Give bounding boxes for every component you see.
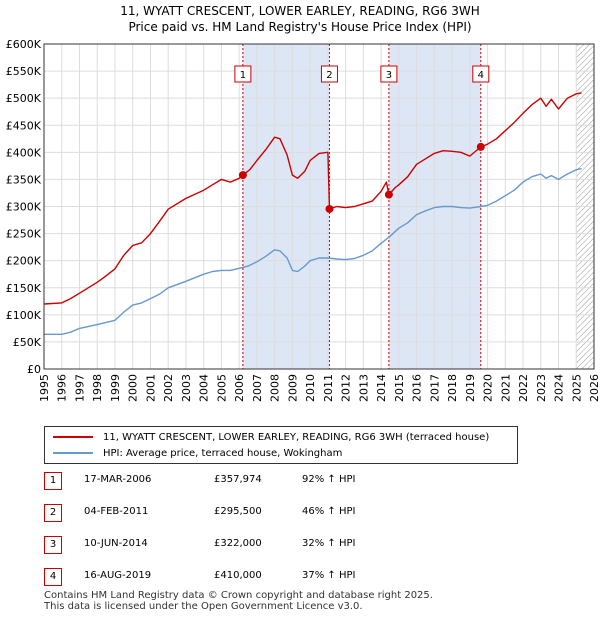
sale-row: 2 04-FEB-2011 £295,500 46% ↑ HPI — [40, 504, 560, 524]
y-tick-label: £150K — [6, 282, 42, 295]
x-tick-label: 2012 — [340, 374, 353, 402]
y-tick-label: £50K — [13, 336, 42, 349]
sale-number-badge: 3 — [44, 536, 62, 554]
x-tick-label: 2026 — [588, 374, 600, 402]
sale-row: 1 17-MAR-2006 £357,974 92% ↑ HPI — [40, 472, 560, 492]
sale-price: £410,000 — [214, 570, 262, 581]
legend-swatch-hpi — [53, 452, 93, 454]
hpi-line — [44, 167, 582, 335]
x-tick-label: 2010 — [304, 374, 317, 402]
footer-attribution: Contains HM Land Registry data © Crown c… — [44, 590, 433, 612]
x-tick-label: 1999 — [109, 374, 122, 402]
y-tick-label: £300K — [6, 201, 42, 214]
x-tick-label: 2008 — [269, 374, 282, 402]
x-tick-label: 2017 — [428, 374, 441, 402]
legend-swatch-property — [53, 436, 93, 438]
sale-price: £322,000 — [214, 538, 262, 549]
x-tick-label: 2022 — [517, 374, 530, 402]
x-tick-label: 2009 — [286, 374, 299, 402]
x-tick-label: 2018 — [446, 374, 459, 402]
sale-row: 3 10-JUN-2014 £322,000 32% ↑ HPI — [40, 536, 560, 556]
sale-marker-box — [380, 65, 398, 83]
legend-label-property: 11, WYATT CRESCENT, LOWER EARLEY, READIN… — [103, 431, 490, 443]
x-tick-label: 2002 — [162, 374, 175, 402]
x-tick-label: 2000 — [127, 374, 140, 402]
y-tick-label: £400K — [6, 146, 42, 159]
legend-label-hpi: HPI: Average price, terraced house, Woki… — [103, 447, 343, 459]
sale-date: 17-MAR-2006 — [84, 474, 152, 485]
sale-row: 4 16-AUG-2019 £410,000 37% ↑ HPI — [40, 568, 560, 588]
y-tick-label: £500K — [6, 92, 42, 105]
y-tick-label: £250K — [6, 228, 42, 241]
legend-item-property: 11, WYATT CRESCENT, LOWER EARLEY, READIN… — [53, 430, 489, 444]
x-tick-label: 2001 — [144, 374, 157, 402]
y-tick-label: £450K — [6, 119, 42, 132]
y-tick-label: £350K — [6, 173, 42, 186]
x-tick-label: 2005 — [215, 374, 228, 402]
sale-point — [476, 142, 485, 151]
x-tick-label: 2014 — [375, 374, 388, 402]
sale-hpi-change: 32% ↑ HPI — [302, 538, 356, 549]
x-tick-label: 1997 — [73, 374, 86, 402]
sale-number-badge: 2 — [44, 504, 62, 522]
x-tick-label: 2016 — [411, 374, 424, 402]
x-tick-label: 2006 — [233, 374, 246, 402]
sale-price: £357,974 — [214, 474, 262, 485]
sale-number-badge: 4 — [44, 568, 62, 586]
chart-area: 1 2 3 4 £0 £50K £100K £150K £200K £250K £300K £350… — [6, 38, 600, 402]
x-tick-label: 2023 — [535, 374, 548, 402]
sale-marker-box — [472, 65, 490, 83]
sale-point — [325, 204, 334, 213]
y-tick-label: £550K — [6, 65, 42, 78]
footer-copyright: Contains HM Land Registry data © Crown c… — [44, 590, 433, 601]
x-tick-label: 1995 — [38, 374, 51, 402]
sale-marker-label: 4 — [478, 70, 484, 81]
sale-point — [238, 171, 247, 180]
x-tick-label: 2003 — [180, 374, 193, 402]
x-tick-label: 2021 — [499, 374, 512, 402]
y-tick-label: £100K — [6, 309, 42, 322]
x-tick-label: 2007 — [251, 374, 264, 402]
sale-marker-label: 2 — [326, 70, 332, 81]
sale-number-badge: 1 — [44, 472, 62, 490]
y-tick-label: £600K — [6, 38, 42, 51]
x-tick-label: 2025 — [570, 374, 583, 402]
sale-hpi-change: 92% ↑ HPI — [302, 474, 356, 485]
sale-hpi-change: 46% ↑ HPI — [302, 506, 356, 517]
x-tick-label: 1998 — [91, 374, 104, 402]
sale-point — [384, 190, 393, 199]
sale-marker-box — [234, 65, 252, 83]
x-tick-label: 2015 — [393, 374, 406, 402]
x-tick-label: 2011 — [322, 374, 335, 402]
footer-licence: This data is licensed under the Open Gov… — [44, 601, 363, 612]
x-tick-label: 2024 — [553, 374, 566, 402]
sale-marker-label: 3 — [386, 70, 392, 81]
legend-item-hpi: HPI: Average price, terraced house, Woki… — [53, 446, 342, 460]
plot-frame — [43, 43, 595, 370]
sale-marker-label: 1 — [240, 70, 246, 81]
sale-date: 10-JUN-2014 — [84, 538, 148, 549]
x-tick-label: 2020 — [482, 374, 495, 402]
x-tick-label: 1996 — [56, 374, 69, 402]
chart-title-line1: 11, WYATT CRESCENT, LOWER EARLEY, READIN… — [120, 4, 480, 18]
sale-date: 16-AUG-2019 — [84, 570, 152, 581]
sale-price: £295,500 — [214, 506, 262, 517]
y-tick-label: £0 — [27, 363, 41, 376]
x-tick-label: 2019 — [464, 374, 477, 402]
sale-date: 04-FEB-2011 — [84, 506, 149, 517]
sale-hpi-change: 37% ↑ HPI — [302, 570, 356, 581]
y-tick-label: £200K — [6, 255, 42, 268]
x-tick-label: 2013 — [357, 374, 370, 402]
legend: 11, WYATT CRESCENT, LOWER EARLEY, READIN… — [44, 426, 518, 464]
x-tick-label: 2004 — [198, 374, 211, 402]
chart-title-line2: Price paid vs. HM Land Registry's House … — [128, 20, 472, 34]
sale-marker-box — [320, 65, 338, 83]
